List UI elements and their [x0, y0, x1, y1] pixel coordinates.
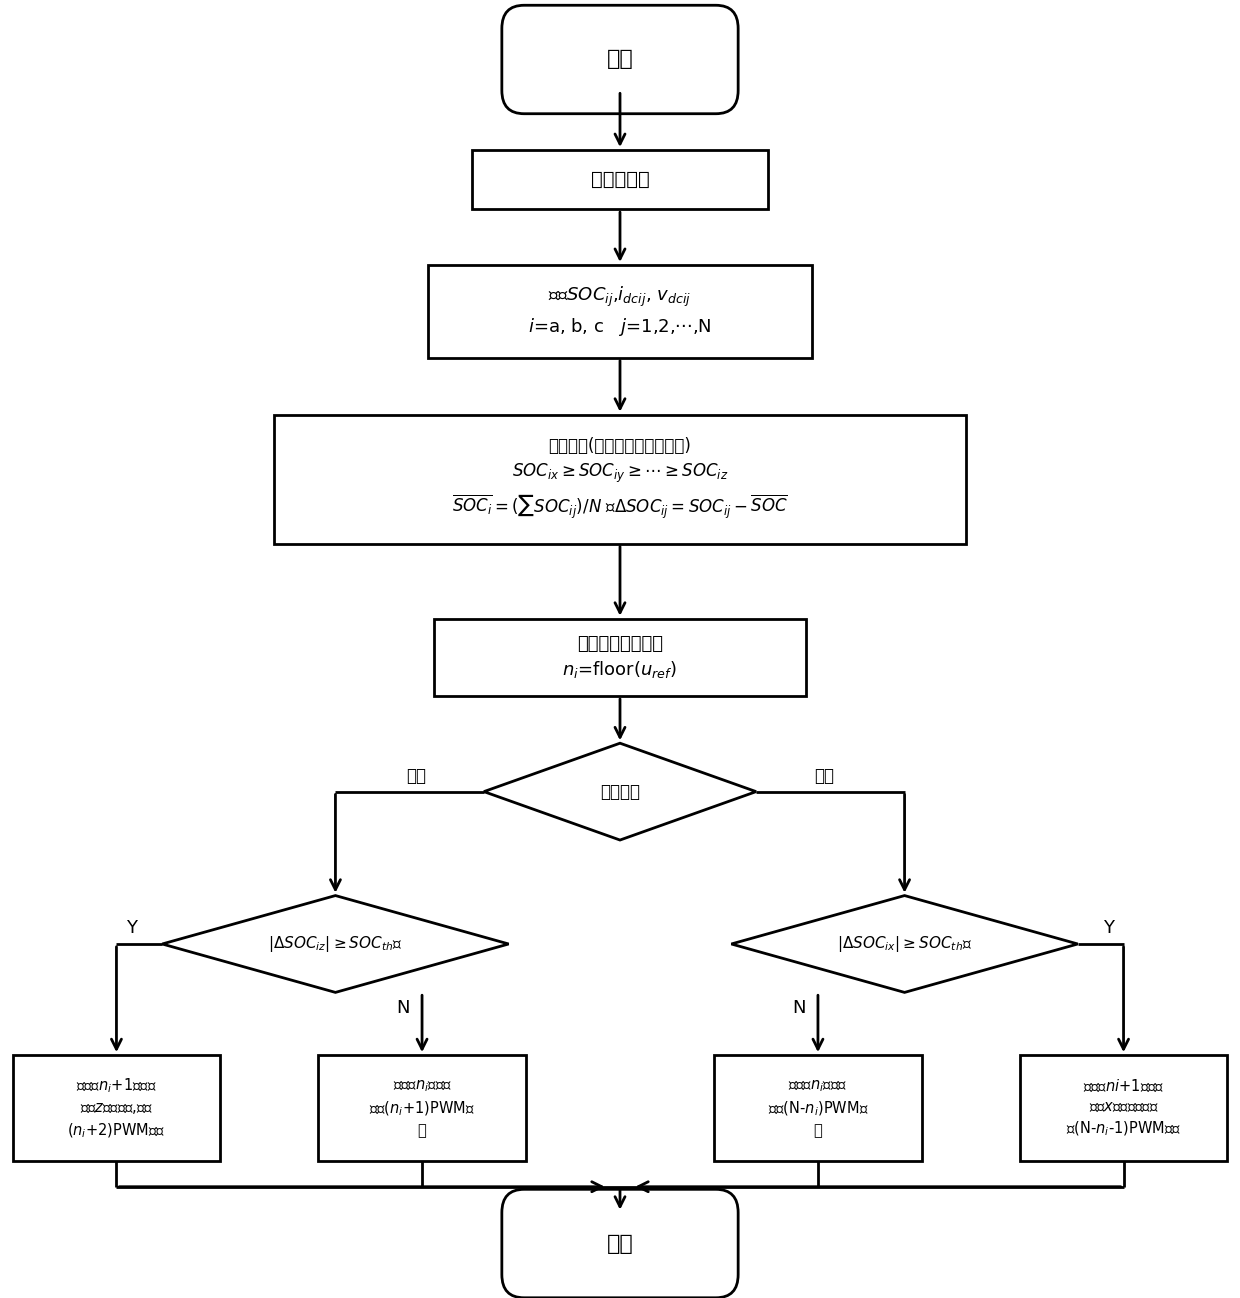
Bar — [319, 1055, 526, 1160]
Bar — [434, 619, 806, 696]
Text: Y: Y — [125, 919, 136, 937]
Text: 投入后$n_i$个模块
模块(N-$n_i$)PWM调
制: 投入后$n_i$个模块 模块(N-$n_i$)PWM调 制 — [768, 1079, 868, 1137]
Polygon shape — [484, 744, 756, 840]
Bar — [1019, 1055, 1228, 1160]
Text: Y: Y — [1104, 919, 1115, 937]
Text: 参数初始化: 参数初始化 — [590, 170, 650, 190]
Bar — [12, 1055, 221, 1160]
FancyBboxPatch shape — [502, 5, 738, 114]
Text: 投入前$n_i$个模块
模块($n_i$+1)PWM调
制: 投入前$n_i$个模块 模块($n_i$+1)PWM调 制 — [370, 1079, 475, 1137]
Text: 投入前$n_i$+1个模块
模块$z$反向投入,模块
($n_i$+2)PWM调制: 投入前$n_i$+1个模块 模块$z$反向投入,模块 ($n_i$+2)PWM调… — [67, 1076, 166, 1140]
Text: 放电: 放电 — [405, 767, 425, 785]
Text: $|\Delta SOC_{ix}|\geq SOC_{th}$？: $|\Delta SOC_{ix}|\geq SOC_{th}$？ — [837, 935, 972, 954]
Text: N: N — [397, 999, 410, 1016]
Text: 计算投入模块数量
$n_i$=floor($u_{ref}$): 计算投入模块数量 $n_i$=floor($u_{ref}$) — [563, 635, 677, 680]
Bar — [428, 265, 812, 358]
Text: $|\Delta SOC_{iz}|\geq SOC_{th}$？: $|\Delta SOC_{iz}|\geq SOC_{th}$？ — [268, 935, 403, 954]
FancyBboxPatch shape — [502, 1189, 738, 1298]
Text: 结束: 结束 — [606, 1233, 634, 1254]
Text: N: N — [792, 999, 806, 1016]
Bar — [274, 414, 966, 544]
Text: 开始: 开始 — [606, 49, 634, 70]
Text: 充电: 充电 — [815, 767, 835, 785]
Text: 采样$SOC_{ij}$,$i_{dcij}$, $v_{dcij}$
$i$=a, b, c   $j$=1,2,···,N: 采样$SOC_{ij}$,$i_{dcij}$, $v_{dcij}$ $i$=… — [528, 286, 712, 337]
Text: 运行状态: 运行状态 — [600, 783, 640, 801]
Text: 数据处理(平均值、排序、偏差)
$SOC_{ix}\geq SOC_{iy}\geq\cdots\geq SOC_{iz}$
$\overline{SOC_i}: 数据处理(平均值、排序、偏差) $SOC_{ix}\geq SOC_{iy}\g… — [453, 437, 787, 520]
Text: 投入后$ni$+1个模块
模块$x$反向投入，模
块(N-$n_i$-1)PWM调制: 投入后$ni$+1个模块 模块$x$反向投入，模 块(N-$n_i$-1)PWM… — [1066, 1077, 1182, 1138]
Polygon shape — [732, 896, 1078, 993]
Bar — [471, 149, 769, 209]
Polygon shape — [162, 896, 508, 993]
Bar — [714, 1055, 921, 1160]
